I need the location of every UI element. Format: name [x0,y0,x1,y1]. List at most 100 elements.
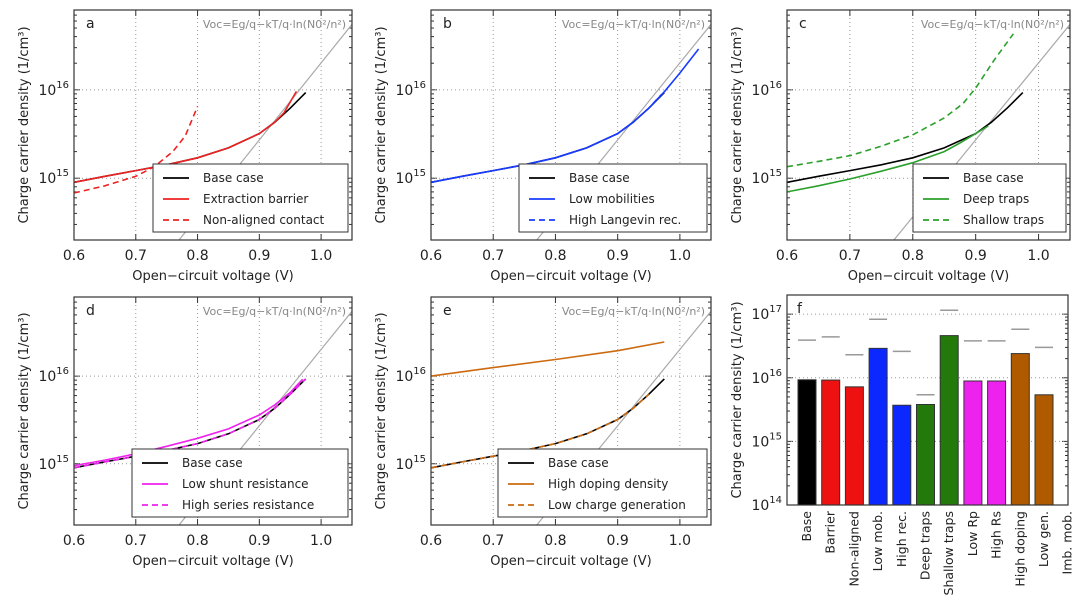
bar-low-mob- [868,347,888,506]
legend-entry: Non-aligned contact [203,213,325,227]
y-axis-label: Charge carrier density (1/cm³) [374,26,389,223]
bar-high-doping [1010,353,1030,506]
y-axis-label: Charge carrier density (1/cm³) [17,312,32,509]
tick-exponent: 15 [56,168,69,179]
y-tick-label: 1016 [38,366,69,385]
x-category-label: Low Rp [965,511,980,556]
tick-base: 10 [751,498,769,514]
voc-formula: Voc=Eg/q−kT/q·ln(N0²/n²) [921,18,1064,31]
x-tick-label: 0.6 [776,248,798,264]
x-axis-label: Open−circuit voltage (V) [132,554,293,569]
y-tick-label: 1016 [751,80,782,99]
x-category-label: Non-aligned [846,511,861,587]
x-tick-label: 0.7 [839,248,861,264]
tick-base: 10 [395,457,413,473]
x-tick-label: 1.0 [1027,248,1049,264]
legend-entry: Low mobilities [569,192,655,206]
tick-base: 10 [395,171,413,187]
x-tick-label: 1.0 [310,248,332,264]
series-line-high-series-resistance [74,378,307,469]
tick-base: 10 [751,371,769,387]
bar-high-rs [987,380,1007,506]
bar-barrier [821,379,841,506]
x-tick-label: 0.9 [248,248,270,264]
tick-exponent: 16 [56,366,69,377]
y-axis-label: Charge carrier density (1/cm³) [17,26,32,223]
legend-entry: High series resistance [182,498,314,512]
series-line-deep-traps [787,125,989,193]
x-axis-label: Open−circuit voltage (V) [132,269,293,284]
y-tick-label: 1016 [38,80,69,99]
y-tick-label: 1015 [38,454,69,473]
tick-base: 10 [38,369,56,385]
panel-label: f [797,301,803,317]
series-line-low-shunt-resistance [74,378,304,467]
series-line-extraction-barrier [74,90,298,184]
series-line-high-langevin-rec- [431,94,662,184]
panel-a: 1015 1016 Charge carrier density (1/cm³) 0.… [17,9,353,284]
panel-label: a [86,16,95,32]
legend-entry: Shallow traps [963,213,1044,227]
y-tick-label: 1015 [395,454,426,473]
x-tick-label: 0.7 [482,533,504,549]
x-axis-label: Open−circuit voltage (V) [848,269,1009,284]
x-category-label: High Rs [989,511,1004,559]
axes-frame [430,9,712,241]
x-category-label: Base [799,511,814,542]
tick-exponent: 16 [56,80,69,91]
legend: Base case Extraction barrier Non-aligned c… [152,163,349,233]
y-axis-label: Charge carrier density (1/cm³) [730,26,745,223]
x-tick-label: 1.0 [669,533,691,549]
tick-exponent: 16 [413,366,426,377]
tick-base: 10 [751,171,769,187]
x-axis-label: Open−circuit voltage (V) [490,269,651,284]
tick-base: 10 [38,457,56,473]
tick-exponent: 16 [769,80,782,91]
legend-entry: Base case [548,456,609,470]
legend-entry: Base case [203,171,264,185]
legend: Base case High doping density Low charge g… [497,448,708,518]
x-category-label: High rec. [894,511,909,567]
bar-low-rp [963,380,983,506]
tick-base: 10 [395,369,413,385]
y-tick-label: 1015 [395,168,426,187]
tick-exponent: 15 [56,454,69,465]
legend: Base case Deep traps Shallow traps [912,163,1067,233]
x-tick-label: 0.9 [248,533,270,549]
tick-exponent: 15 [413,454,426,465]
voc-formula: Voc=Eg/q−kT/q·ln(N0²/n²) [562,18,705,31]
series-line-shallow-traps [787,33,1015,168]
tick-base: 10 [751,434,769,450]
y-tick-label: 1016 [751,368,782,387]
tick-exponent: 14 [769,495,782,506]
x-tick-label: 0.8 [544,248,566,264]
x-tick-label: 0.9 [965,248,987,264]
y-tick-label: 1016 [395,80,426,99]
tick-exponent: 16 [769,368,782,379]
bar-base [797,379,817,506]
x-tick-label: 0.6 [63,248,85,264]
bar-deep-traps [916,403,935,506]
tick-exponent: 15 [413,168,426,179]
panel-label: d [86,303,95,319]
x-category-label: Shallow traps [941,511,956,595]
legend-entry: Base case [182,456,243,470]
axes-frame [786,294,1069,506]
bar-low-gen- [1034,394,1054,506]
tick-base: 10 [38,171,56,187]
x-tick-label: 0.8 [186,533,208,549]
legend-entry: High doping density [548,477,668,491]
tick-exponent: 17 [769,304,782,315]
x-category-label: Low gen. [1036,511,1051,567]
bar-high-rec- [892,404,912,506]
x-tick-label: 0.8 [544,533,566,549]
voc-formula: Voc=Eg/q−kT/q·ln(N0²/n²) [562,305,705,318]
legend-entry: Low shunt resistance [182,477,309,491]
bar-non-aligned [844,386,864,506]
tick-exponent: 16 [413,80,426,91]
x-axis-label: Open−circuit voltage (V) [490,554,651,569]
x-tick-label: 0.7 [125,533,147,549]
